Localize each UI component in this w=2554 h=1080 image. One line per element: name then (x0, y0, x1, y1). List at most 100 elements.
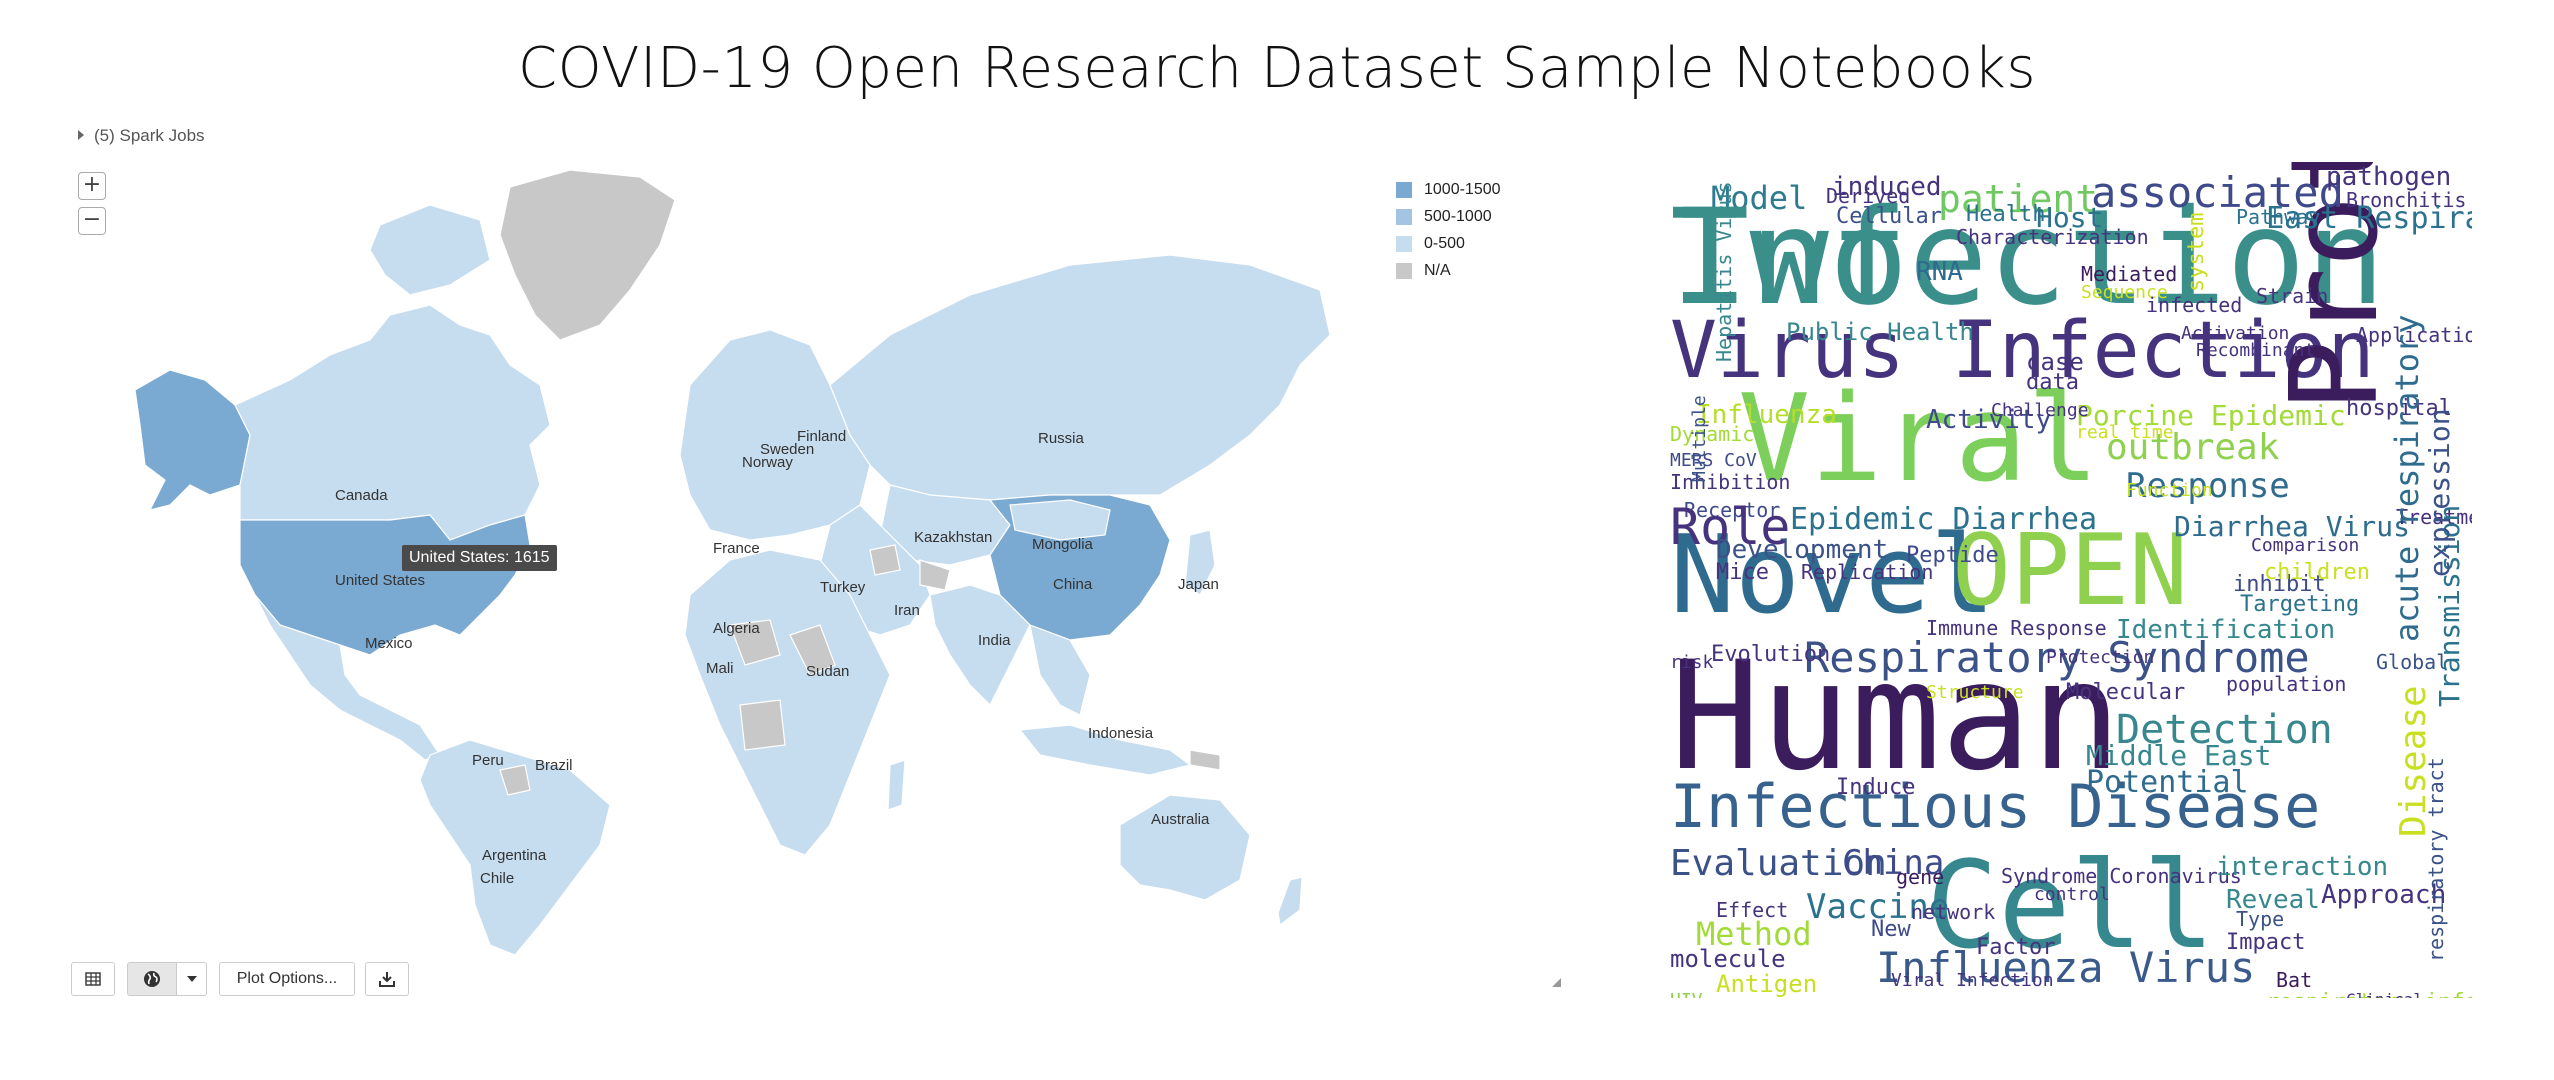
word-cloud-word: Approach (2321, 880, 2447, 910)
word-cloud-word: Infectious Disease (1670, 772, 2321, 842)
map-region-central-asia-na[interactable] (919, 559, 951, 591)
legend-item: 500-1000 (1396, 203, 1501, 230)
word-cloud-word: molecule (1670, 945, 1786, 973)
word-cloud-word: Detection (2116, 707, 2333, 753)
map-region-japan[interactable] (1184, 529, 1216, 596)
map-region-south-america[interactable] (419, 739, 611, 955)
map-region-greenland[interactable] (499, 169, 676, 341)
map-region-africa-na-1[interactable] (729, 619, 781, 666)
word-cloud-word: Recombinant (2196, 340, 2316, 361)
word-cloud-word: MERS CoV (1670, 450, 1757, 471)
map-label-kazakhstan: Kazakhstan (914, 529, 992, 546)
word-cloud-word: Vaccine (1806, 887, 1950, 927)
map-label-chile: Chile (480, 870, 514, 887)
word-cloud-word: Replication (1801, 560, 1934, 584)
map-region-africa-na-3[interactable] (739, 699, 786, 751)
word-cloud-word: Sequence (2081, 282, 2168, 303)
plot-options-button[interactable]: Plot Options... (219, 962, 355, 996)
word-cloud-word: Pathway (2236, 205, 2321, 229)
word-cloud-word: respiratory tract (2424, 757, 2448, 962)
word-cloud-word: Structure (1926, 682, 2024, 703)
word-cloud-word: Model (1711, 179, 1808, 217)
table-view-button[interactable] (71, 962, 115, 996)
map-region-alaska[interactable] (134, 369, 251, 511)
map-region-canada[interactable] (234, 304, 551, 541)
map-view-button[interactable] (127, 962, 177, 996)
word-cloud-word: real time (2076, 422, 2174, 443)
word-cloud-word: Molecular (2066, 680, 2186, 705)
map-region-canada-islands[interactable] (369, 204, 491, 296)
word-cloud-word: Cell (1926, 837, 2215, 976)
map-label-algeria: Algeria (713, 620, 760, 637)
map-region-papua[interactable] (1189, 749, 1221, 771)
spark-jobs-label: (5) Spark Jobs (94, 126, 205, 145)
legend-item: 0-500 (1396, 230, 1501, 257)
map-region-india[interactable] (929, 584, 1031, 707)
word-cloud-word: network (1911, 900, 1996, 924)
map-label-mexico: Mexico (365, 635, 413, 652)
plot-toolbar: Plot Options... (71, 962, 409, 996)
word-cloud-word: system (2184, 212, 2209, 292)
word-cloud-word: Method (1696, 915, 1812, 953)
word-cloud-word: Derived (1826, 184, 1911, 208)
map-region-middle-east-na[interactable] (869, 544, 901, 576)
map-tooltip: United States: 1615 (402, 545, 557, 571)
word-cloud-word: Application (2356, 323, 2472, 347)
word-cloud-word: RNA (1916, 257, 1963, 287)
download-button[interactable] (365, 962, 409, 996)
zoom-in-button[interactable]: + (78, 172, 106, 200)
word-cloud-word: Two (1670, 181, 1909, 335)
word-cloud-word: Reveal (2226, 885, 2320, 915)
word-cloud-word: Bronchitis Virus (2346, 188, 2472, 212)
map-region-mongolia[interactable] (1009, 499, 1111, 541)
word-cloud-word: Middle East (2086, 739, 2272, 772)
word-cloud-word: outbreak (2106, 427, 2280, 468)
word-cloud-word: Host (2036, 201, 2104, 234)
word-cloud-word: Peptide (1906, 543, 1999, 568)
word-cloud-word: Protection (2046, 647, 2155, 668)
map-region-gap-south-america[interactable] (499, 764, 531, 796)
word-cloud-word: Novel (1670, 513, 1996, 638)
word-cloud-word: children (2264, 560, 2370, 585)
resize-handle[interactable] (1552, 978, 1561, 987)
word-cloud-word: Influenza (1696, 400, 1837, 430)
word-cloud-word: New (1871, 917, 1911, 942)
word-cloud-word: induced (1832, 172, 1942, 202)
word-cloud-word: Viral (1738, 370, 2100, 509)
page-title: COVID-19 Open Research Dataset Sample No… (517, 36, 2037, 101)
word-cloud-word: Challenge (1991, 400, 2089, 421)
word-cloud-word: associated (2091, 168, 2344, 217)
map-region-africa-na-2[interactable] (789, 624, 836, 676)
word-cloud-word: Function (2126, 480, 2213, 501)
map-label-australia: Australia (1151, 811, 1210, 828)
map-region-australia[interactable] (1119, 794, 1251, 901)
zoom-out-button[interactable]: − (78, 207, 106, 235)
word-cloud-word: inhibit (2233, 572, 2326, 597)
word-cloud-word: Response (2126, 466, 2290, 506)
plot-type-dropdown[interactable] (177, 962, 207, 996)
map-label-turkey: Turkey (820, 579, 866, 596)
word-cloud-word: Evaluation (1670, 843, 1887, 884)
word-cloud-word: risk (1670, 652, 1714, 673)
map-label-sweden: Sweden (760, 441, 814, 458)
word-cloud-word: population (2226, 672, 2347, 696)
word-cloud-word: Public Health (1786, 318, 1974, 346)
word-cloud-word: Mice (1716, 560, 1769, 585)
map-region-new-zealand[interactable] (1277, 876, 1303, 927)
map-label-russia: Russia (1038, 430, 1085, 447)
map-region-madagascar[interactable] (887, 759, 906, 811)
map-region-russia[interactable] (829, 254, 1330, 501)
word-cloud-word: Type (2236, 907, 2285, 931)
map-label-france: France (713, 540, 760, 557)
map-label-united-states: United States (335, 572, 425, 589)
legend-label: 0-500 (1424, 234, 1465, 252)
map-region-southeast-asia[interactable] (1029, 624, 1091, 716)
word-cloud-word: Treatment (2396, 505, 2472, 529)
spark-jobs-toggle[interactable]: (5) Spark Jobs (78, 126, 205, 146)
word-cloud-word: hospital (2346, 396, 2452, 421)
map-label-japan: Japan (1178, 576, 1219, 593)
word-cloud-word: Dynamic (1670, 422, 1755, 446)
word-cloud-word: Multiple (1689, 395, 1710, 482)
word-cloud-word: Bat (2276, 968, 2313, 992)
